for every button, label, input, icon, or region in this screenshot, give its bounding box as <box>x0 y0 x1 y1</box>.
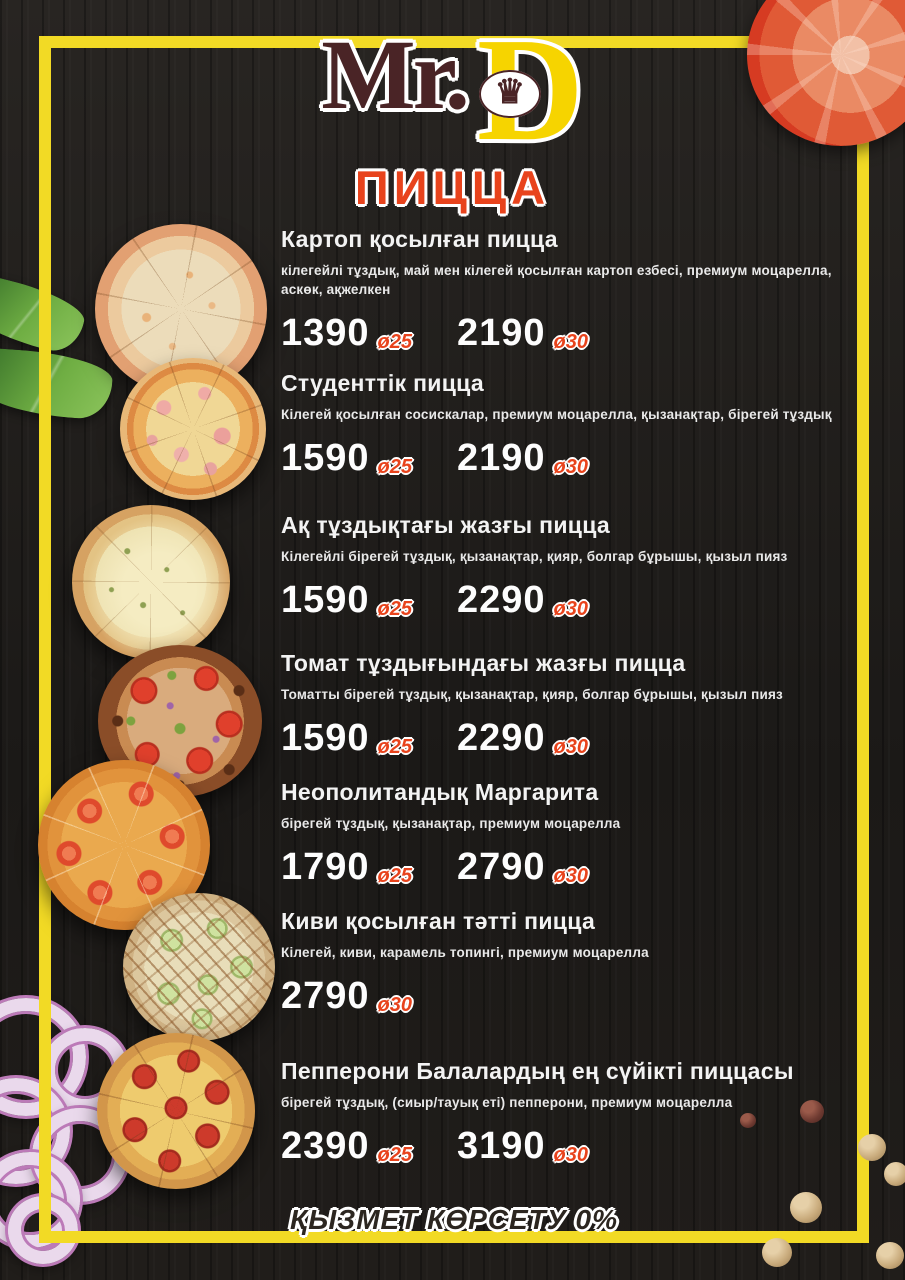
item-description: бірегей тұздық, қызанақтар, премиум моца… <box>281 816 621 831</box>
item-title: Томат тұздығындағы жазғы пицца <box>281 650 686 676</box>
menu-item: Пепперони Балалардың ең сүйікті пиццасы … <box>281 1058 837 1168</box>
price-row: 1390 ø25 2190 ø30 <box>281 312 837 355</box>
item-description: кілегейлі тұздық, май мен кілегей қосылғ… <box>281 263 832 298</box>
price-value: 2790 <box>281 975 370 1018</box>
menu-item: Томат тұздығындағы жазғы пицца Томатты б… <box>281 650 837 760</box>
size-badge: ø30 <box>553 331 589 354</box>
price-row: 1790 ø25 2790 ø30 <box>281 846 837 889</box>
size-badge: ø30 <box>553 1144 589 1167</box>
logo-d-wrap: D ♛ <box>477 16 584 164</box>
size-badge: ø30 <box>553 598 589 621</box>
price-group: 2290 ø30 <box>457 717 633 760</box>
price-group: 1590 ø25 <box>281 579 457 622</box>
size-badge: ø30 <box>553 865 589 888</box>
price-group: 2190 ø30 <box>457 312 633 355</box>
price-row: 1590 ø25 2190 ø30 <box>281 437 837 480</box>
item-title: Пепперони Балалардың ең сүйікті пиццасы <box>281 1058 794 1084</box>
size-badge: ø25 <box>377 456 413 479</box>
item-title: Неополитандық Маргарита <box>281 779 599 805</box>
price-value: 3190 <box>457 1125 546 1168</box>
price-value: 1790 <box>281 846 370 889</box>
page-title: ПИЦЦА <box>354 161 551 214</box>
service-note: ҚЫЗМЕТ КӨРСЕТУ 0% <box>290 1204 618 1235</box>
pizza-photo-pepperoni <box>97 1033 255 1189</box>
item-description: Кілегей, киви, карамель топингі, премиум… <box>281 945 649 960</box>
price-value: 2390 <box>281 1125 370 1168</box>
crown-icon: ♛ <box>494 74 526 111</box>
price-group: 1590 ø25 <box>281 717 457 760</box>
size-badge: ø30 <box>377 994 413 1017</box>
logo-mr-text: Mr. <box>321 19 470 130</box>
price-row: 1590 ø25 2290 ø30 <box>281 579 837 622</box>
price-group: 2790 ø30 <box>457 846 633 889</box>
price-value: 2190 <box>457 437 546 480</box>
price-value: 1590 <box>281 717 370 760</box>
brand-logo: Mr. D ♛ <box>0 16 905 164</box>
border-frame <box>39 36 869 1243</box>
item-title: Картоп қосылған пицца <box>281 226 558 252</box>
size-badge: ø30 <box>553 736 589 759</box>
size-badge: ø25 <box>377 736 413 759</box>
peppercorn-image <box>740 1113 756 1128</box>
size-badge: ø25 <box>377 1144 413 1167</box>
peppercorn-image <box>876 1242 904 1269</box>
size-badge: ø30 <box>553 456 589 479</box>
price-value: 2190 <box>457 312 546 355</box>
peppercorn-image <box>762 1238 792 1267</box>
menu-item: Картоп қосылған пицца кілегейлі тұздық, … <box>281 226 837 355</box>
peppercorn-image <box>800 1100 824 1123</box>
peppercorn-image <box>858 1134 886 1161</box>
price-row: 2390 ø25 3190 ø30 <box>281 1125 837 1168</box>
size-badge: ø25 <box>377 331 413 354</box>
price-group: 2290 ø30 <box>457 579 633 622</box>
menu-item: Киви қосылған тәтті пицца Кілегей, киви,… <box>281 908 837 1018</box>
price-group: 1590 ø25 <box>281 437 457 480</box>
price-value: 1590 <box>281 579 370 622</box>
menu-item: Неополитандық Маргарита бірегей тұздық, … <box>281 779 837 889</box>
item-description: Кілегей қосылған сосискалар, премиум моц… <box>281 407 832 422</box>
item-title: Киви қосылған тәтті пицца <box>281 908 596 934</box>
price-row: 2790 ø30 <box>281 975 837 1018</box>
crown-badge <box>478 70 541 118</box>
peppercorn-image <box>884 1162 905 1186</box>
price-value: 2790 <box>457 846 546 889</box>
price-group: 2390 ø25 <box>281 1125 457 1168</box>
pizza-photo-student <box>120 358 266 500</box>
size-badge: ø25 <box>377 598 413 621</box>
peppercorn-image <box>790 1192 822 1223</box>
item-title: Ақ тұздықтағы жазғы пицца <box>281 512 611 538</box>
size-badge: ø25 <box>377 865 413 888</box>
price-value: 2290 <box>457 579 546 622</box>
item-title: Студенттік пицца <box>281 370 484 396</box>
item-description: Томатты бірегей тұздық, қызанақтар, қияр… <box>281 687 783 702</box>
pizza-photo-kiwi <box>123 893 275 1041</box>
item-description: Кілегейлі бірегей тұздық, қызанақтар, қи… <box>281 549 788 564</box>
pizza-photo-white-summer <box>72 505 230 659</box>
price-value: 1590 <box>281 437 370 480</box>
price-row: 1590 ø25 2290 ø30 <box>281 717 837 760</box>
price-group: 1790 ø25 <box>281 846 457 889</box>
item-description: бірегей тұздық, (сиыр/тауық еті) пепперо… <box>281 1095 733 1110</box>
price-group: 2790 ø30 <box>281 975 457 1018</box>
price-group: 2190 ø30 <box>457 437 633 480</box>
menu-item: Студенттік пицца Кілегей қосылған сосиск… <box>281 370 837 480</box>
price-group: 1390 ø25 <box>281 312 457 355</box>
price-group: 3190 ø30 <box>457 1125 633 1168</box>
menu-item: Ақ тұздықтағы жазғы пицца Кілегейлі біре… <box>281 512 837 622</box>
price-value: 1390 <box>281 312 370 355</box>
price-value: 2290 <box>457 717 546 760</box>
